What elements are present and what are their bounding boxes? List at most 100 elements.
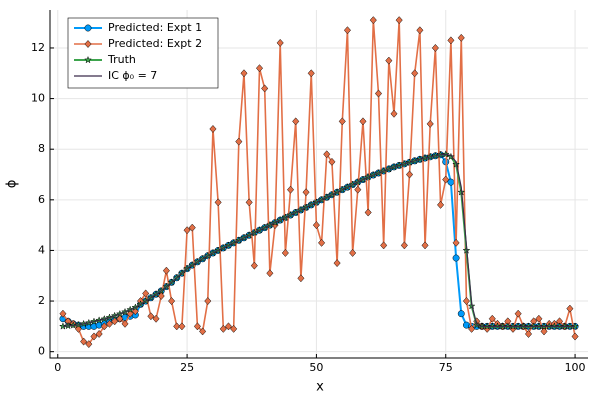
legend-label: Predicted: Expt 2: [108, 37, 202, 50]
point: [90, 332, 98, 341]
point: [188, 223, 196, 232]
point: [405, 170, 414, 179]
point: [84, 55, 92, 64]
point: [105, 319, 114, 328]
point: [395, 16, 403, 25]
point: [292, 117, 300, 126]
point: [354, 185, 362, 194]
point: [540, 327, 548, 336]
legend-label: Predicted: Expt 1: [108, 21, 202, 34]
point: [374, 89, 383, 98]
point: [85, 340, 93, 349]
point: [323, 150, 331, 159]
point: [84, 40, 92, 48]
point: [416, 26, 424, 35]
x-tick-label: 25: [180, 361, 194, 374]
point: [116, 314, 124, 323]
point: [385, 56, 393, 65]
point: [178, 322, 186, 331]
point: [209, 124, 217, 133]
point: [168, 297, 176, 306]
point: [566, 304, 574, 313]
point: [442, 175, 450, 184]
point: [250, 261, 258, 270]
point: [204, 297, 212, 306]
point: [199, 327, 207, 336]
point: [318, 238, 326, 247]
point: [514, 309, 522, 318]
point: [230, 324, 238, 333]
point: [147, 312, 155, 321]
point: [312, 221, 320, 230]
y-tick-label: 6: [38, 193, 45, 206]
point: [431, 43, 439, 52]
x-tick-label: 75: [439, 361, 453, 374]
point: [333, 259, 341, 268]
point: [343, 26, 351, 35]
point: [349, 248, 357, 257]
point: [121, 319, 129, 328]
point: [307, 69, 315, 78]
point: [421, 241, 429, 250]
legend-label: IC ϕ₀ = 7: [108, 69, 157, 82]
point: [364, 208, 372, 217]
point: [437, 200, 445, 209]
point: [287, 185, 295, 194]
point: [245, 198, 253, 207]
point: [183, 226, 191, 235]
point: [457, 310, 465, 318]
x-tick-label: 0: [54, 361, 61, 374]
series-line: [62, 153, 576, 327]
point: [255, 64, 264, 73]
point: [157, 292, 165, 300]
point: [359, 117, 367, 126]
point: [281, 248, 289, 257]
point: [452, 254, 460, 262]
point: [235, 137, 243, 146]
x-tick-label: 50: [309, 361, 323, 374]
axes: [49, 10, 588, 359]
y-tick-label: 12: [31, 41, 45, 54]
point: [328, 157, 336, 166]
y-tick-label: 4: [38, 243, 45, 256]
y-tick-label: 2: [38, 294, 45, 307]
point: [214, 198, 222, 207]
series-line: [62, 20, 576, 346]
point: [411, 69, 419, 78]
point: [152, 314, 160, 323]
point: [390, 109, 398, 118]
point: [369, 16, 377, 25]
point: [59, 309, 67, 318]
point: [240, 69, 248, 78]
point: [276, 38, 284, 47]
y-tick-label: 8: [38, 142, 45, 155]
point: [261, 84, 269, 93]
point: [111, 317, 119, 326]
x-tick-label: 100: [565, 361, 586, 374]
point: [266, 269, 274, 278]
point: [571, 332, 579, 341]
point: [426, 119, 434, 128]
point: [380, 241, 388, 250]
point: [468, 324, 476, 333]
point: [302, 188, 310, 197]
point: [400, 241, 408, 250]
point: [452, 238, 460, 247]
point: [462, 297, 470, 306]
legend: Predicted: Expt 1 Predicted: Expt 2 Truth I…: [67, 17, 219, 89]
point: [84, 24, 92, 32]
point: [224, 322, 233, 331]
point: [173, 322, 181, 331]
point: [95, 329, 103, 338]
point: [100, 322, 108, 331]
point: [447, 36, 455, 45]
point: [338, 117, 346, 126]
legend-label: Truth: [107, 53, 136, 66]
y-tick-label: 0: [38, 345, 45, 358]
x-axis-label: x: [316, 380, 324, 395]
point: [524, 329, 533, 338]
y-tick-label: 10: [31, 92, 45, 105]
point: [162, 266, 170, 275]
point: [297, 274, 305, 283]
